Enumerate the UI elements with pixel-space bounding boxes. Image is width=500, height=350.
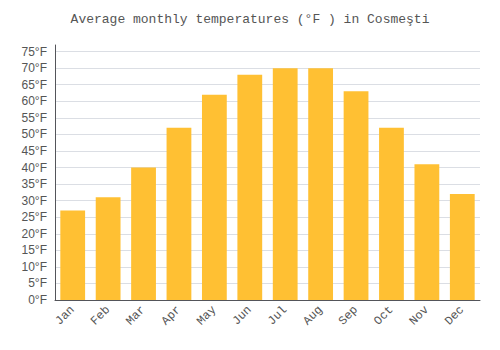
svg-text:Aug: Aug (300, 303, 325, 328)
svg-text:30°F: 30°F (22, 194, 47, 208)
svg-text:Oct: Oct (371, 303, 396, 328)
svg-text:10°F: 10°F (22, 260, 47, 274)
svg-text:Nov: Nov (407, 303, 432, 328)
svg-text:55°F: 55°F (22, 111, 47, 125)
svg-text:5°F: 5°F (28, 276, 47, 290)
svg-text:45°F: 45°F (22, 144, 47, 158)
svg-text:Feb: Feb (88, 303, 113, 328)
svg-text:35°F: 35°F (22, 177, 47, 191)
svg-text:20°F: 20°F (22, 227, 47, 241)
svg-text:60°F: 60°F (22, 94, 47, 108)
svg-text:40°F: 40°F (22, 161, 47, 175)
svg-text:Jun: Jun (230, 303, 255, 328)
svg-text:Apr: Apr (159, 303, 184, 328)
svg-text:Sep: Sep (336, 303, 361, 328)
svg-text:70°F: 70°F (22, 61, 47, 75)
svg-text:Jul: Jul (265, 303, 290, 328)
svg-text:65°F: 65°F (22, 78, 47, 92)
svg-text:75°F: 75°F (22, 45, 47, 59)
svg-text:Mar: Mar (123, 303, 148, 328)
svg-text:25°F: 25°F (22, 210, 47, 224)
svg-text:Jan: Jan (53, 303, 78, 328)
svg-text:May: May (194, 303, 219, 328)
svg-text:Dec: Dec (442, 303, 467, 328)
svg-text:Average monthly temperatures (: Average monthly temperatures (°F ) in Co… (71, 12, 430, 27)
svg-text:0°F: 0°F (28, 293, 47, 307)
svg-text:50°F: 50°F (22, 127, 47, 141)
svg-text:15°F: 15°F (22, 243, 47, 257)
